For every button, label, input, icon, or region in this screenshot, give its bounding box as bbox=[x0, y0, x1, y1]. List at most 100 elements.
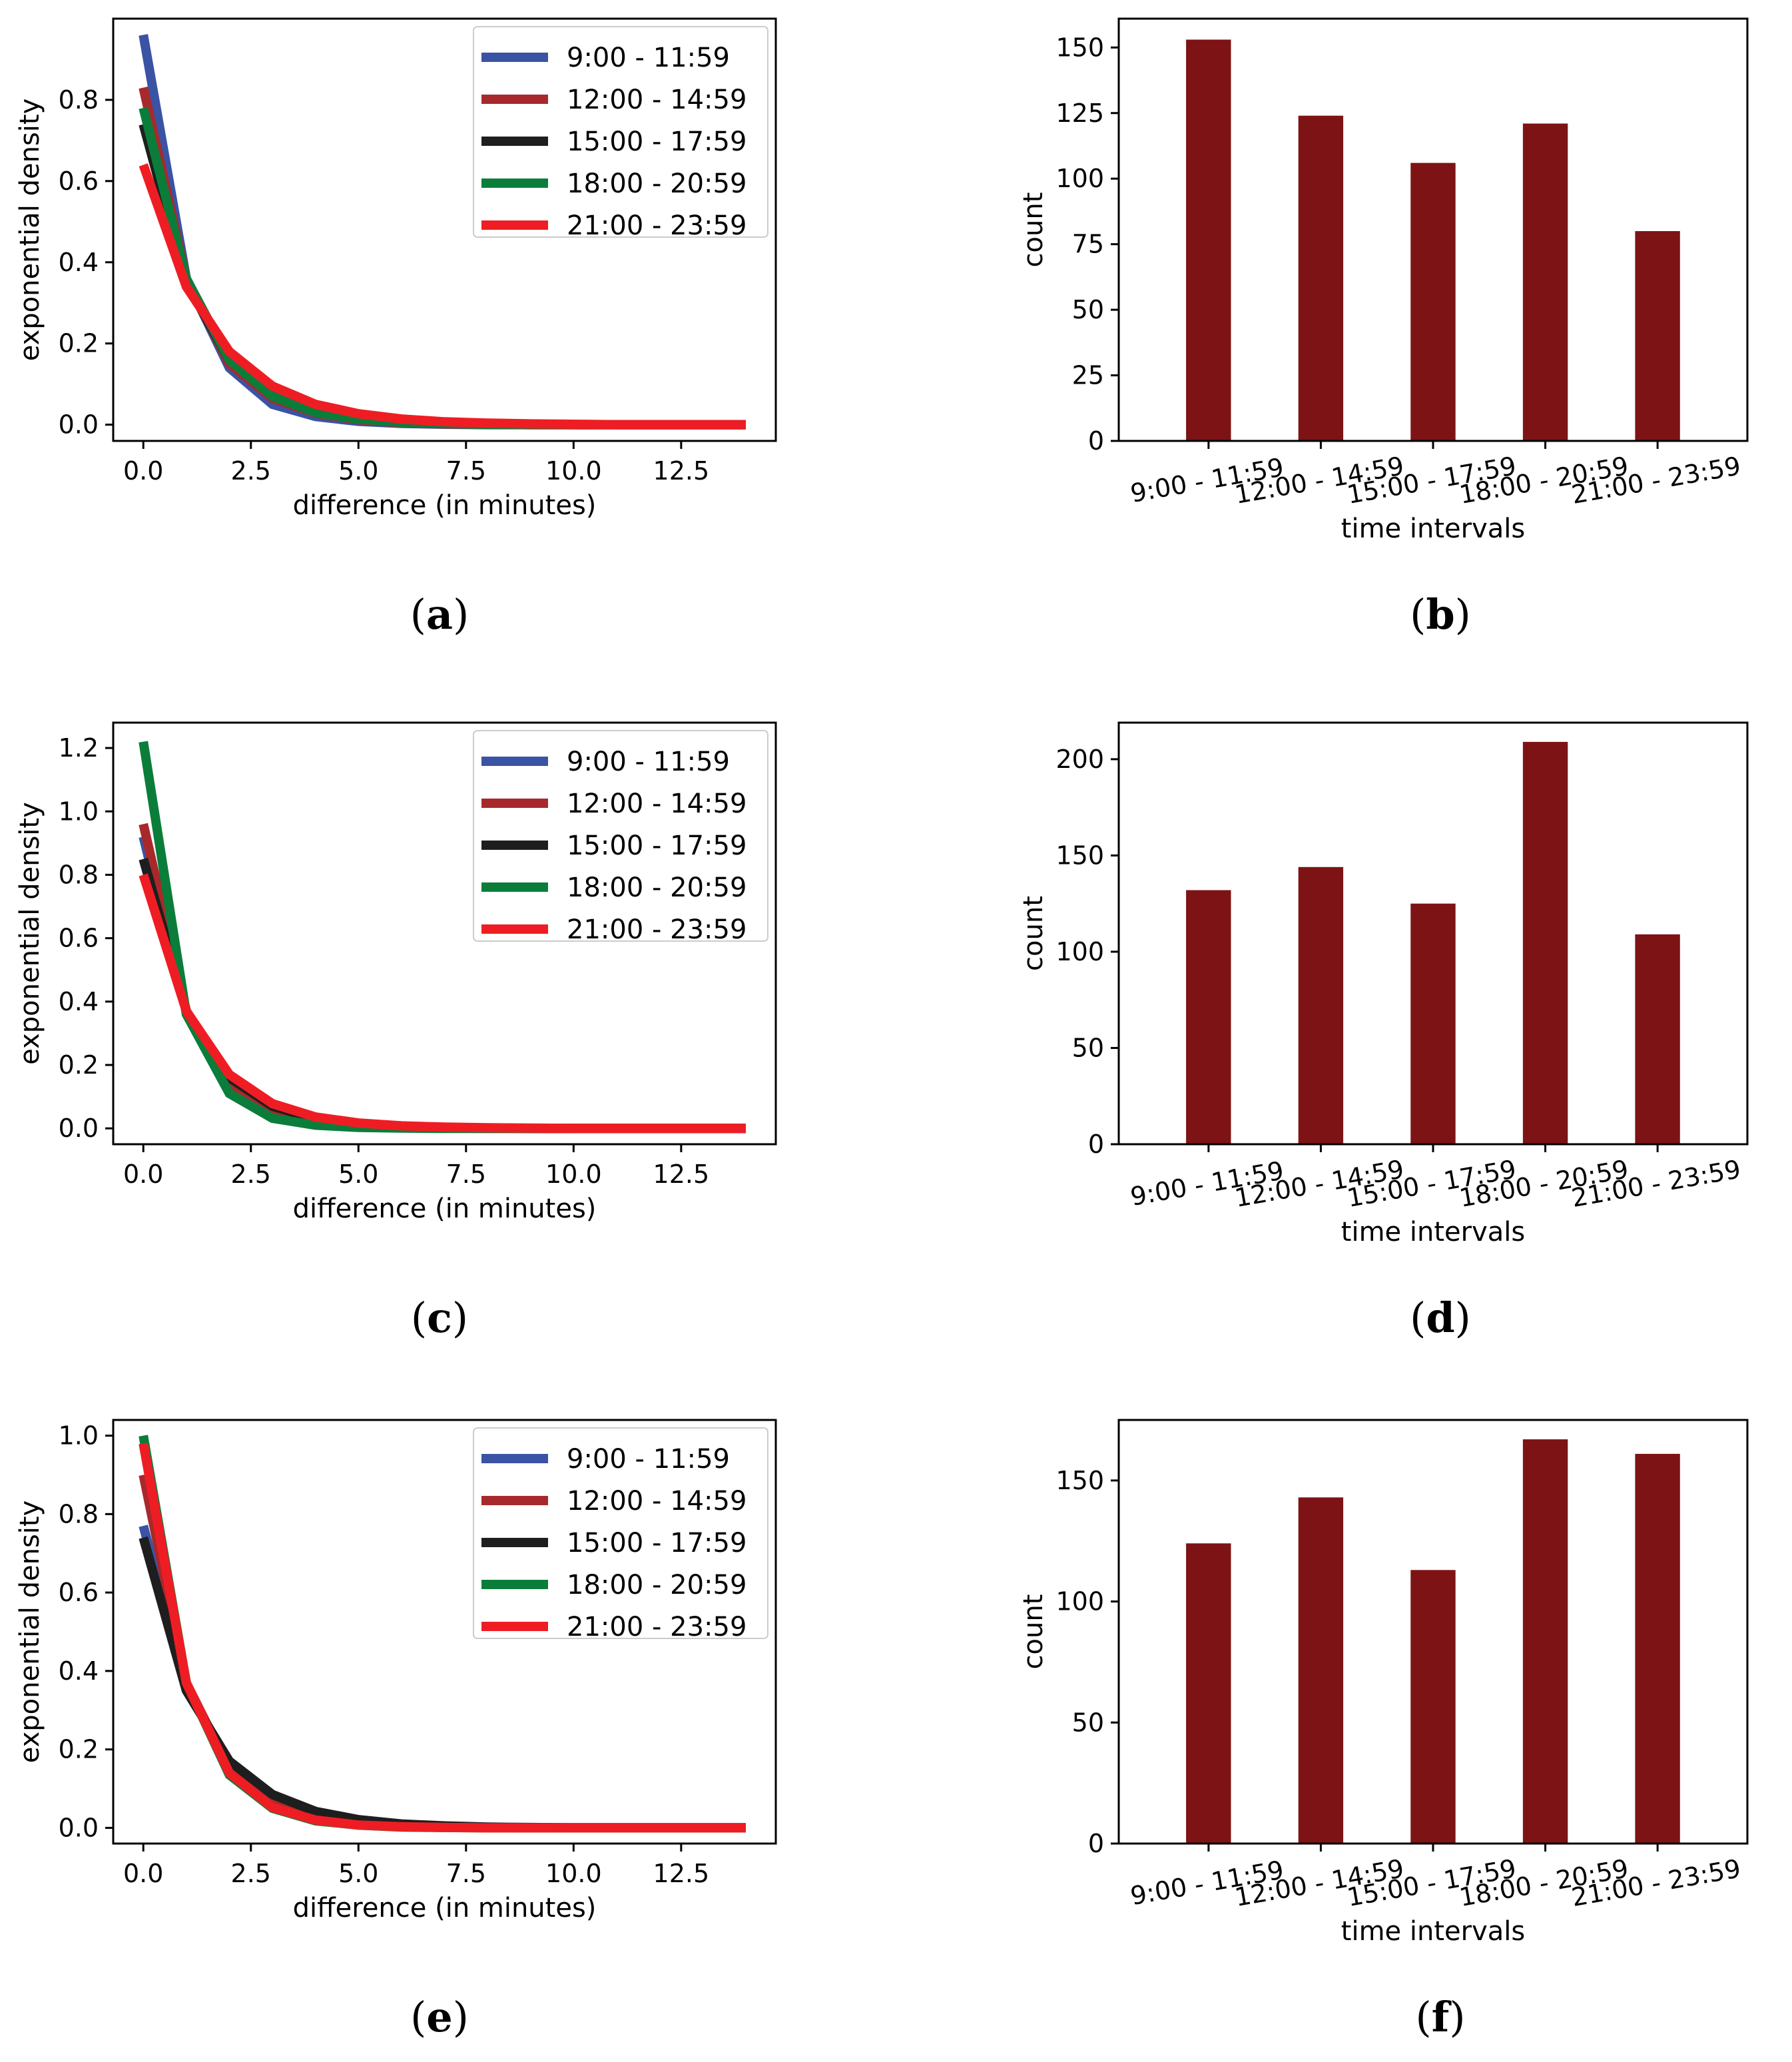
y-tick-label: 150 bbox=[1055, 1466, 1104, 1495]
x-tick-label: 5.0 bbox=[338, 1160, 378, 1189]
y-axis-label: exponential density bbox=[15, 99, 45, 362]
caption-letter: a bbox=[426, 590, 453, 639]
caption-letter: e bbox=[426, 1993, 452, 2041]
y-axis-label: count bbox=[1018, 896, 1049, 971]
y-tick-label: 0.4 bbox=[59, 987, 99, 1016]
y-tick-label: 1.0 bbox=[59, 797, 99, 826]
y-axis-label: count bbox=[1018, 1594, 1049, 1670]
bar-5 bbox=[1635, 934, 1680, 1144]
legend: 9:00 - 11:59 12:00 - 14:59 15:00 - 17:59 18… bbox=[473, 1427, 768, 1642]
y-tick-label: 0 bbox=[1088, 426, 1104, 456]
y-tick-label: 0.0 bbox=[59, 1813, 99, 1842]
legend-label-1: 9:00 - 11:59 bbox=[567, 747, 730, 777]
caption-d: (d) bbox=[1410, 1293, 1471, 1342]
y-tick-label: 0.4 bbox=[59, 248, 99, 277]
x-tick-label: 10.0 bbox=[545, 1859, 602, 1888]
caption-letter: b bbox=[1426, 590, 1454, 639]
y-tick-label: 150 bbox=[1055, 33, 1104, 62]
y-tick-label: 0 bbox=[1088, 1829, 1104, 1858]
y-tick-label: 100 bbox=[1055, 1587, 1104, 1616]
y-axis-label: exponential density bbox=[15, 1501, 45, 1764]
caption-f: (f) bbox=[1415, 1993, 1465, 2041]
legend: 9:00 - 11:59 12:00 - 14:59 15:00 - 17:59 18… bbox=[473, 26, 768, 241]
x-tick-label: 12.5 bbox=[653, 456, 710, 486]
bar-5 bbox=[1635, 1453, 1680, 1844]
x-axis-label: difference (in minutes) bbox=[293, 1893, 597, 1923]
legend-label-4: 18:00 - 20:59 bbox=[567, 169, 747, 199]
y-tick-label: 0 bbox=[1088, 1130, 1104, 1159]
caption-e: (e) bbox=[410, 1993, 469, 2041]
y-tick-label: 0.2 bbox=[59, 1735, 99, 1764]
legend: 9:00 - 11:59 12:00 - 14:59 15:00 - 17:59 18… bbox=[473, 730, 768, 945]
legend-label-3: 15:00 - 17:59 bbox=[567, 1528, 747, 1558]
x-tick-label: 12.5 bbox=[653, 1160, 710, 1189]
caption-letter: d bbox=[1426, 1293, 1454, 1342]
y-tick-label: 25 bbox=[1072, 361, 1104, 390]
bar-1 bbox=[1186, 39, 1231, 441]
legend-label-4: 18:00 - 20:59 bbox=[567, 872, 747, 903]
y-tick-label: 0.8 bbox=[59, 85, 99, 115]
y-tick-label: 150 bbox=[1055, 841, 1104, 870]
legend-label-1: 9:00 - 11:59 bbox=[567, 1444, 730, 1475]
x-tick-label: 5.0 bbox=[338, 456, 378, 486]
bar-3 bbox=[1410, 1570, 1456, 1844]
legend-label-2: 12:00 - 14:59 bbox=[567, 789, 747, 819]
caption-a: (a) bbox=[410, 590, 469, 639]
x-tick-label: 10.0 bbox=[545, 1160, 602, 1189]
y-tick-label: 0.6 bbox=[59, 1578, 99, 1607]
legend-label-2: 12:00 - 14:59 bbox=[567, 85, 747, 115]
x-tick-label: 2.5 bbox=[231, 1859, 271, 1888]
legend-label-5: 21:00 - 23:59 bbox=[567, 210, 747, 241]
y-tick-label: 0.8 bbox=[59, 1499, 99, 1529]
bar-2 bbox=[1298, 115, 1344, 441]
x-tick-label: 7.5 bbox=[446, 1160, 486, 1189]
x-tick-label: 0.0 bbox=[123, 1160, 163, 1189]
x-tick-label: 2.5 bbox=[231, 1160, 271, 1189]
y-tick-label: 50 bbox=[1072, 295, 1104, 324]
x-tick-label: 12.5 bbox=[653, 1859, 710, 1888]
y-tick-label: 125 bbox=[1055, 99, 1104, 128]
y-tick-label: 100 bbox=[1055, 164, 1104, 193]
y-tick-label: 0.2 bbox=[59, 329, 99, 358]
bar-2 bbox=[1298, 1497, 1344, 1844]
x-tick-label: 2.5 bbox=[231, 456, 271, 486]
x-axis-label: difference (in minutes) bbox=[293, 490, 597, 521]
series-line-5 bbox=[139, 1443, 746, 1833]
bar-4 bbox=[1522, 741, 1568, 1144]
y-tick-label: 0.8 bbox=[59, 860, 99, 889]
bar-2 bbox=[1298, 866, 1344, 1144]
y-tick-label: 0.2 bbox=[59, 1050, 99, 1080]
y-tick-label: 100 bbox=[1055, 937, 1104, 966]
legend-label-3: 15:00 - 17:59 bbox=[567, 127, 747, 157]
y-axis-label: exponential density bbox=[15, 802, 45, 1065]
x-axis-label: difference (in minutes) bbox=[293, 1194, 597, 1224]
y-tick-label: 1.2 bbox=[59, 733, 99, 763]
chart-e: 0.0 2.5 5.0 7.5 10.0 12.5 0.0 0.2 0.4 0.6 0.8 1.0 di… bbox=[15, 1419, 777, 1923]
bar-4 bbox=[1522, 123, 1568, 441]
x-axis-label: time intervals bbox=[1341, 1217, 1525, 1247]
chart-a: 0.0 2.5 5.0 7.5 10.0 12.5 0.0 0.2 0.4 0.6 0.8 diffe… bbox=[15, 17, 777, 521]
caption-letter: f bbox=[1432, 1993, 1452, 2041]
x-tick-label: 0.0 bbox=[123, 1859, 163, 1888]
y-tick-label: 0.4 bbox=[59, 1656, 99, 1686]
y-tick-label: 1.0 bbox=[59, 1421, 99, 1451]
x-tick-label: 7.5 bbox=[446, 456, 486, 486]
y-axis-label: count bbox=[1018, 192, 1049, 268]
y-tick-label: 50 bbox=[1072, 1708, 1104, 1737]
bar-3 bbox=[1410, 163, 1456, 441]
x-tick-label: 0.0 bbox=[123, 456, 163, 486]
series-line-5 bbox=[139, 163, 746, 430]
x-tick-label: 5.0 bbox=[338, 1859, 378, 1888]
caption-b: (b) bbox=[1410, 590, 1471, 639]
legend-label-1: 9:00 - 11:59 bbox=[567, 43, 730, 73]
legend-label-5: 21:00 - 23:59 bbox=[567, 1612, 747, 1642]
x-axis-label: time intervals bbox=[1341, 514, 1525, 544]
bar-3 bbox=[1410, 903, 1456, 1144]
caption-letter: c bbox=[427, 1293, 452, 1342]
y-tick-label: 0.6 bbox=[59, 167, 99, 196]
x-axis-label: time intervals bbox=[1341, 1916, 1525, 1947]
caption-c: (c) bbox=[411, 1293, 468, 1342]
